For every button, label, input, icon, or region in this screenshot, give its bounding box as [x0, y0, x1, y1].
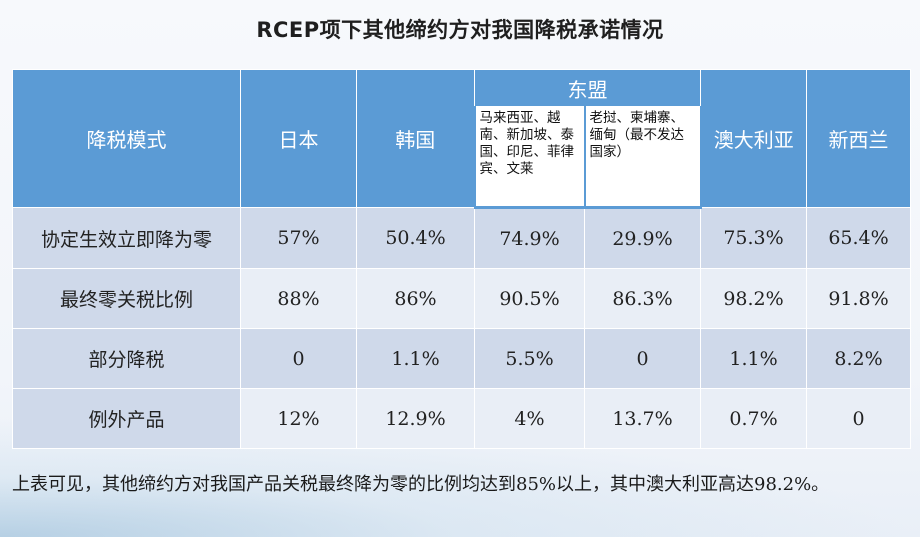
cell-korea: 1.1%	[356, 328, 475, 389]
header-mode: 降税模式	[12, 69, 241, 208]
table-row: 协定生效立即降为零 57% 50.4% 74.9% 29.9% 75.3% 65…	[12, 207, 911, 269]
cell-asean-group2: 13.7%	[584, 388, 701, 449]
table-row: 例外产品 12% 12.9% 4% 13.7% 0.7% 0	[12, 388, 911, 449]
cell-asean-group2: 86.3%	[584, 268, 701, 329]
cell-korea: 50.4%	[356, 207, 475, 269]
header-row-2: 马来西亚、越南、新加坡、泰国、印尼、菲律宾、文莱 老挝、柬埔寨、缅甸（最不发达国…	[13, 106, 911, 209]
table-row: 最终零关税比例 88% 86% 90.5% 86.3% 98.2% 91.8%	[12, 268, 911, 329]
row-label: 最终零关税比例	[12, 268, 241, 329]
header-asean-group1: 马来西亚、越南、新加坡、泰国、印尼、菲律宾、文莱	[473, 106, 586, 209]
row-label: 部分降税	[12, 328, 241, 389]
header-asean-group2: 老挝、柬埔寨、缅甸（最不发达国家）	[583, 106, 702, 209]
cell-asean-group1: 90.5%	[474, 268, 585, 329]
cell-newzealand: 8.2%	[806, 328, 911, 389]
cell-newzealand: 91.8%	[806, 268, 911, 329]
cell-japan: 57%	[240, 207, 357, 269]
cell-asean-group1: 5.5%	[474, 328, 585, 389]
cell-korea: 12.9%	[356, 388, 475, 449]
cell-japan: 88%	[240, 268, 357, 329]
cell-asean-group1: 74.9%	[474, 207, 585, 269]
header-australia: 澳大利亚	[700, 69, 807, 208]
cell-asean-group1: 4%	[474, 388, 585, 449]
header-korea: 韩国	[356, 69, 475, 208]
cell-newzealand: 0	[806, 388, 911, 449]
header-newzealand: 新西兰	[806, 69, 911, 208]
summary-note: 上表可见，其他缔约方对我国产品关税最终降为零的比例均达到85%以上，其中澳大利亚…	[12, 474, 830, 495]
tariff-table: 降税模式 日本 韩国 东盟 澳大利亚 新西兰 马来西亚、越南、新加坡、泰国、印尼…	[12, 69, 911, 449]
page-title: RCEP项下其他缔约方对我国降税承诺情况	[256, 18, 664, 42]
cell-newzealand: 65.4%	[806, 207, 911, 269]
cell-australia: 1.1%	[700, 328, 807, 389]
row-label: 例外产品	[12, 388, 241, 449]
row-label: 协定生效立即降为零	[12, 207, 241, 269]
cell-korea: 86%	[356, 268, 475, 329]
table-row: 部分降税 0 1.1% 5.5% 0 1.1% 8.2%	[12, 328, 911, 389]
header-row-1: 降税模式 日本 韩国 东盟 澳大利亚 新西兰	[12, 69, 911, 208]
cell-australia: 98.2%	[700, 268, 807, 329]
cell-asean-group2: 0	[584, 328, 701, 389]
cell-asean-group2: 29.9%	[584, 207, 701, 269]
header-asean: 东盟	[474, 69, 701, 107]
header-japan: 日本	[240, 69, 357, 208]
cell-australia: 75.3%	[700, 207, 807, 269]
cell-japan: 12%	[240, 388, 357, 449]
cell-australia: 0.7%	[700, 388, 807, 449]
cell-japan: 0	[240, 328, 357, 389]
